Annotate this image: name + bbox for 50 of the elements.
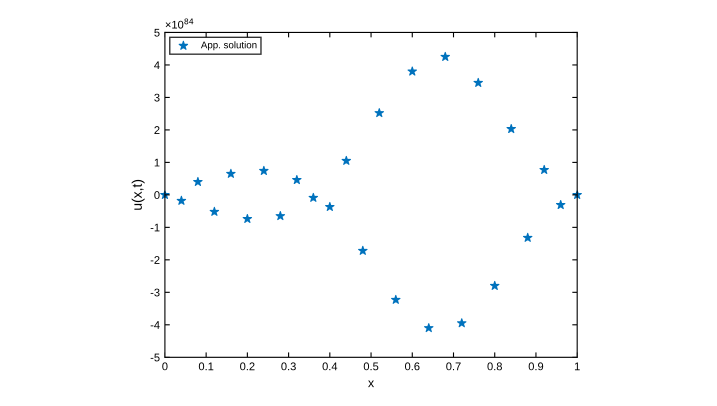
x-tick-label: 0.8 bbox=[487, 362, 502, 370]
y-tick-label: 5 bbox=[154, 28, 160, 37]
point bbox=[474, 78, 483, 87]
point bbox=[325, 202, 335, 212]
legend-label: App. solution bbox=[200, 41, 256, 50]
point bbox=[176, 196, 186, 205]
point bbox=[242, 214, 252, 224]
x-tick-label: 0.2 bbox=[240, 362, 255, 370]
point bbox=[374, 108, 384, 118]
x-tick-label: 0.1 bbox=[198, 362, 214, 370]
point bbox=[193, 176, 203, 186]
text: ×10$^{84}$ bbox=[166, 18, 194, 29]
y-tick-label: -1 bbox=[150, 224, 160, 232]
x-tick-label: 0.3 bbox=[281, 362, 296, 370]
point bbox=[292, 174, 302, 184]
point bbox=[556, 200, 566, 210]
y-tick-label: -2 bbox=[150, 256, 160, 264]
x-tick-label: 0.9 bbox=[528, 362, 544, 370]
x-axis-title: x bbox=[368, 380, 374, 388]
x-tick-label: 0.5 bbox=[364, 362, 378, 370]
point bbox=[506, 124, 516, 134]
point bbox=[490, 280, 500, 290]
y-tick-label: 1 bbox=[154, 158, 160, 166]
point bbox=[408, 66, 418, 76]
y-tick-label: 3 bbox=[154, 94, 160, 102]
point bbox=[210, 206, 220, 216]
x-tick-label: 1 bbox=[574, 362, 580, 370]
y-axis-title: u(x,t) bbox=[132, 180, 145, 210]
x-tick-label: 0.7 bbox=[446, 362, 461, 370]
point bbox=[424, 323, 434, 332]
y-tick-label: 4 bbox=[154, 61, 160, 69]
point bbox=[226, 168, 236, 178]
point bbox=[358, 246, 368, 255]
y-tick-label: -3 bbox=[150, 288, 160, 296]
x-tick-label: 0 bbox=[162, 362, 168, 370]
point bbox=[391, 294, 401, 304]
point bbox=[259, 166, 269, 175]
point bbox=[457, 318, 466, 328]
x-tick-label: 0.4 bbox=[322, 362, 338, 370]
y-tick-label: -4 bbox=[150, 321, 160, 329]
y-tick-label: 0 bbox=[154, 191, 160, 200]
point bbox=[308, 192, 318, 202]
x-tick-label: 0.6 bbox=[404, 362, 420, 370]
point bbox=[539, 164, 549, 174]
point bbox=[342, 156, 352, 165]
point bbox=[440, 52, 450, 61]
point bbox=[522, 232, 532, 242]
y-tick-label: -5 bbox=[150, 354, 160, 362]
point bbox=[276, 211, 286, 220]
y-tick-label: 2 bbox=[154, 126, 160, 134]
